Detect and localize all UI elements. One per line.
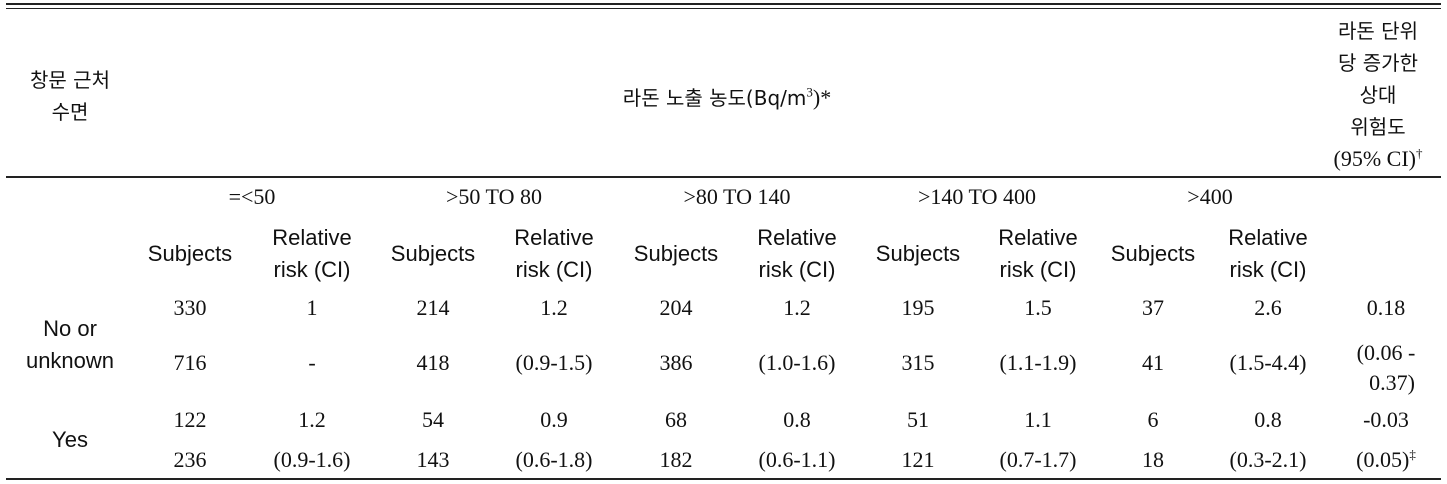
table-cell: 330 — [173, 295, 207, 320]
table-cell: 214 — [416, 295, 450, 320]
rr-header-line1: Relative — [757, 225, 837, 250]
subjects-header: Subjects — [633, 241, 719, 266]
table-cell: 6 — [1147, 407, 1159, 432]
rr-header-line1: Relative — [1228, 225, 1308, 250]
band-header: >400 — [1187, 184, 1233, 209]
table-cell: -0.03 — [1363, 407, 1409, 432]
table-cell: 418 — [416, 350, 450, 375]
top-rule-2 — [6, 8, 1441, 9]
rr-header-line2: risk (CI) — [758, 257, 836, 282]
table-cell: 122 — [173, 407, 207, 432]
rr-header-line1: Relative — [272, 225, 352, 250]
table-cell: 37 — [1142, 295, 1164, 320]
table-cell: (0.06 - — [1356, 340, 1416, 365]
rr-header-line2: risk (CI) — [1229, 257, 1307, 282]
subjects-header: Subjects — [875, 241, 961, 266]
group-label: Yes — [52, 427, 88, 452]
table-cell: 1 — [306, 295, 318, 320]
subjects-header: Subjects — [390, 241, 476, 266]
table-cell: 315 — [901, 350, 935, 375]
table-cell: - — [308, 350, 316, 375]
table-cell: 195 — [901, 295, 935, 320]
table-cell: (0.6-1.8) — [515, 447, 593, 472]
header-rule — [6, 176, 1441, 178]
table-cell: (0.9-1.5) — [515, 350, 593, 375]
rr-header-line2: risk (CI) — [999, 257, 1077, 282]
table-cell: 1.5 — [1024, 295, 1052, 320]
table-cell: 18 — [1142, 447, 1164, 472]
rr-col-line1: 라돈 단위 — [1338, 19, 1418, 43]
table-cell: 1.2 — [540, 295, 568, 320]
table-cell: 236 — [173, 447, 207, 472]
table-cell: 0.8 — [783, 407, 811, 432]
table-cell: (1.1-1.9) — [999, 350, 1077, 375]
rr-col-line4: 위험도 — [1350, 115, 1406, 139]
table-cell: (0.9-1.6) — [273, 447, 351, 472]
band-header: =<50 — [228, 184, 276, 209]
table-cell: (0.7-1.7) — [999, 447, 1077, 472]
table-cell: (0.3-2.1) — [1229, 447, 1307, 472]
table-cell: (0.6-1.1) — [758, 447, 836, 472]
table-cell: 0.9 — [540, 407, 568, 432]
subjects-header: Subjects — [147, 241, 233, 266]
table-cell: 143 — [416, 447, 450, 472]
table-cell: 51 — [907, 407, 929, 432]
row-label-line1: 창문 근처 — [30, 68, 110, 92]
table-cell: 54 — [422, 407, 444, 432]
table-cell: 204 — [659, 295, 693, 320]
table-cell: 1.2 — [298, 407, 326, 432]
table-cell: 1.1 — [1024, 407, 1052, 432]
table-cell: (0.05)‡ — [1356, 446, 1416, 472]
table-cell: 121 — [901, 447, 935, 472]
band-header: >50 TO 80 — [446, 184, 542, 209]
table-cell: 386 — [659, 350, 693, 375]
table-cell: 182 — [659, 447, 693, 472]
rr-header-line2: risk (CI) — [273, 257, 351, 282]
exposure-title: 라돈 노출 농도(Bq/m3)* — [622, 84, 832, 110]
rr-header-line1: Relative — [514, 225, 594, 250]
table-cell: (1.5-4.4) — [1229, 350, 1307, 375]
table-cell: 0.37) — [1369, 370, 1415, 395]
rr-header-line2: risk (CI) — [515, 257, 593, 282]
rr-col-line2: 당 증가한 — [1338, 51, 1418, 75]
table-cell: 41 — [1142, 350, 1164, 375]
group-label: No or — [43, 316, 97, 341]
group-label: unknown — [25, 348, 115, 373]
table-cell: 0.8 — [1254, 407, 1282, 432]
top-rule-1 — [6, 3, 1441, 5]
table-cell: 0.18 — [1366, 295, 1406, 320]
table-cell: 1.2 — [783, 295, 811, 320]
band-header: >140 TO 400 — [918, 184, 1036, 209]
table-cell: 716 — [173, 350, 207, 375]
bottom-rule — [6, 478, 1441, 480]
band-header: >80 TO 140 — [683, 184, 791, 209]
table-cell: 68 — [665, 407, 687, 432]
table-cell: 2.6 — [1254, 295, 1282, 320]
row-label-line2: 수면 — [51, 100, 89, 124]
rr-col-line5: (95% CI)† — [1333, 145, 1423, 171]
rr-header-line1: Relative — [998, 225, 1078, 250]
rr-col-line3: 상대 — [1359, 83, 1397, 107]
table-cell: (1.0-1.6) — [758, 350, 836, 375]
subjects-header: Subjects — [1110, 241, 1196, 266]
